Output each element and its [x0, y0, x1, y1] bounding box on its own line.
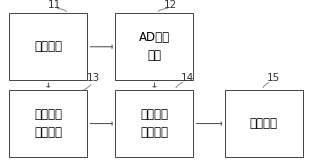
Text: 14: 14	[181, 73, 194, 83]
Text: AD采样
单元: AD采样 单元	[139, 31, 170, 62]
Bar	[115, 13, 193, 80]
Text: 温度探头: 温度探头	[34, 40, 62, 53]
Text: 13: 13	[87, 73, 100, 83]
Bar	[9, 13, 87, 80]
Bar	[115, 90, 193, 157]
Text: 电源单元: 电源单元	[250, 117, 278, 130]
Text: 体温采集
控制单元: 体温采集 控制单元	[140, 108, 168, 139]
Text: 11: 11	[48, 0, 61, 10]
Text: 第一射频
发送单元: 第一射频 发送单元	[34, 108, 62, 139]
Text: 15: 15	[266, 73, 280, 83]
Bar	[9, 90, 87, 157]
Bar	[225, 90, 303, 157]
Text: 12: 12	[163, 0, 177, 10]
